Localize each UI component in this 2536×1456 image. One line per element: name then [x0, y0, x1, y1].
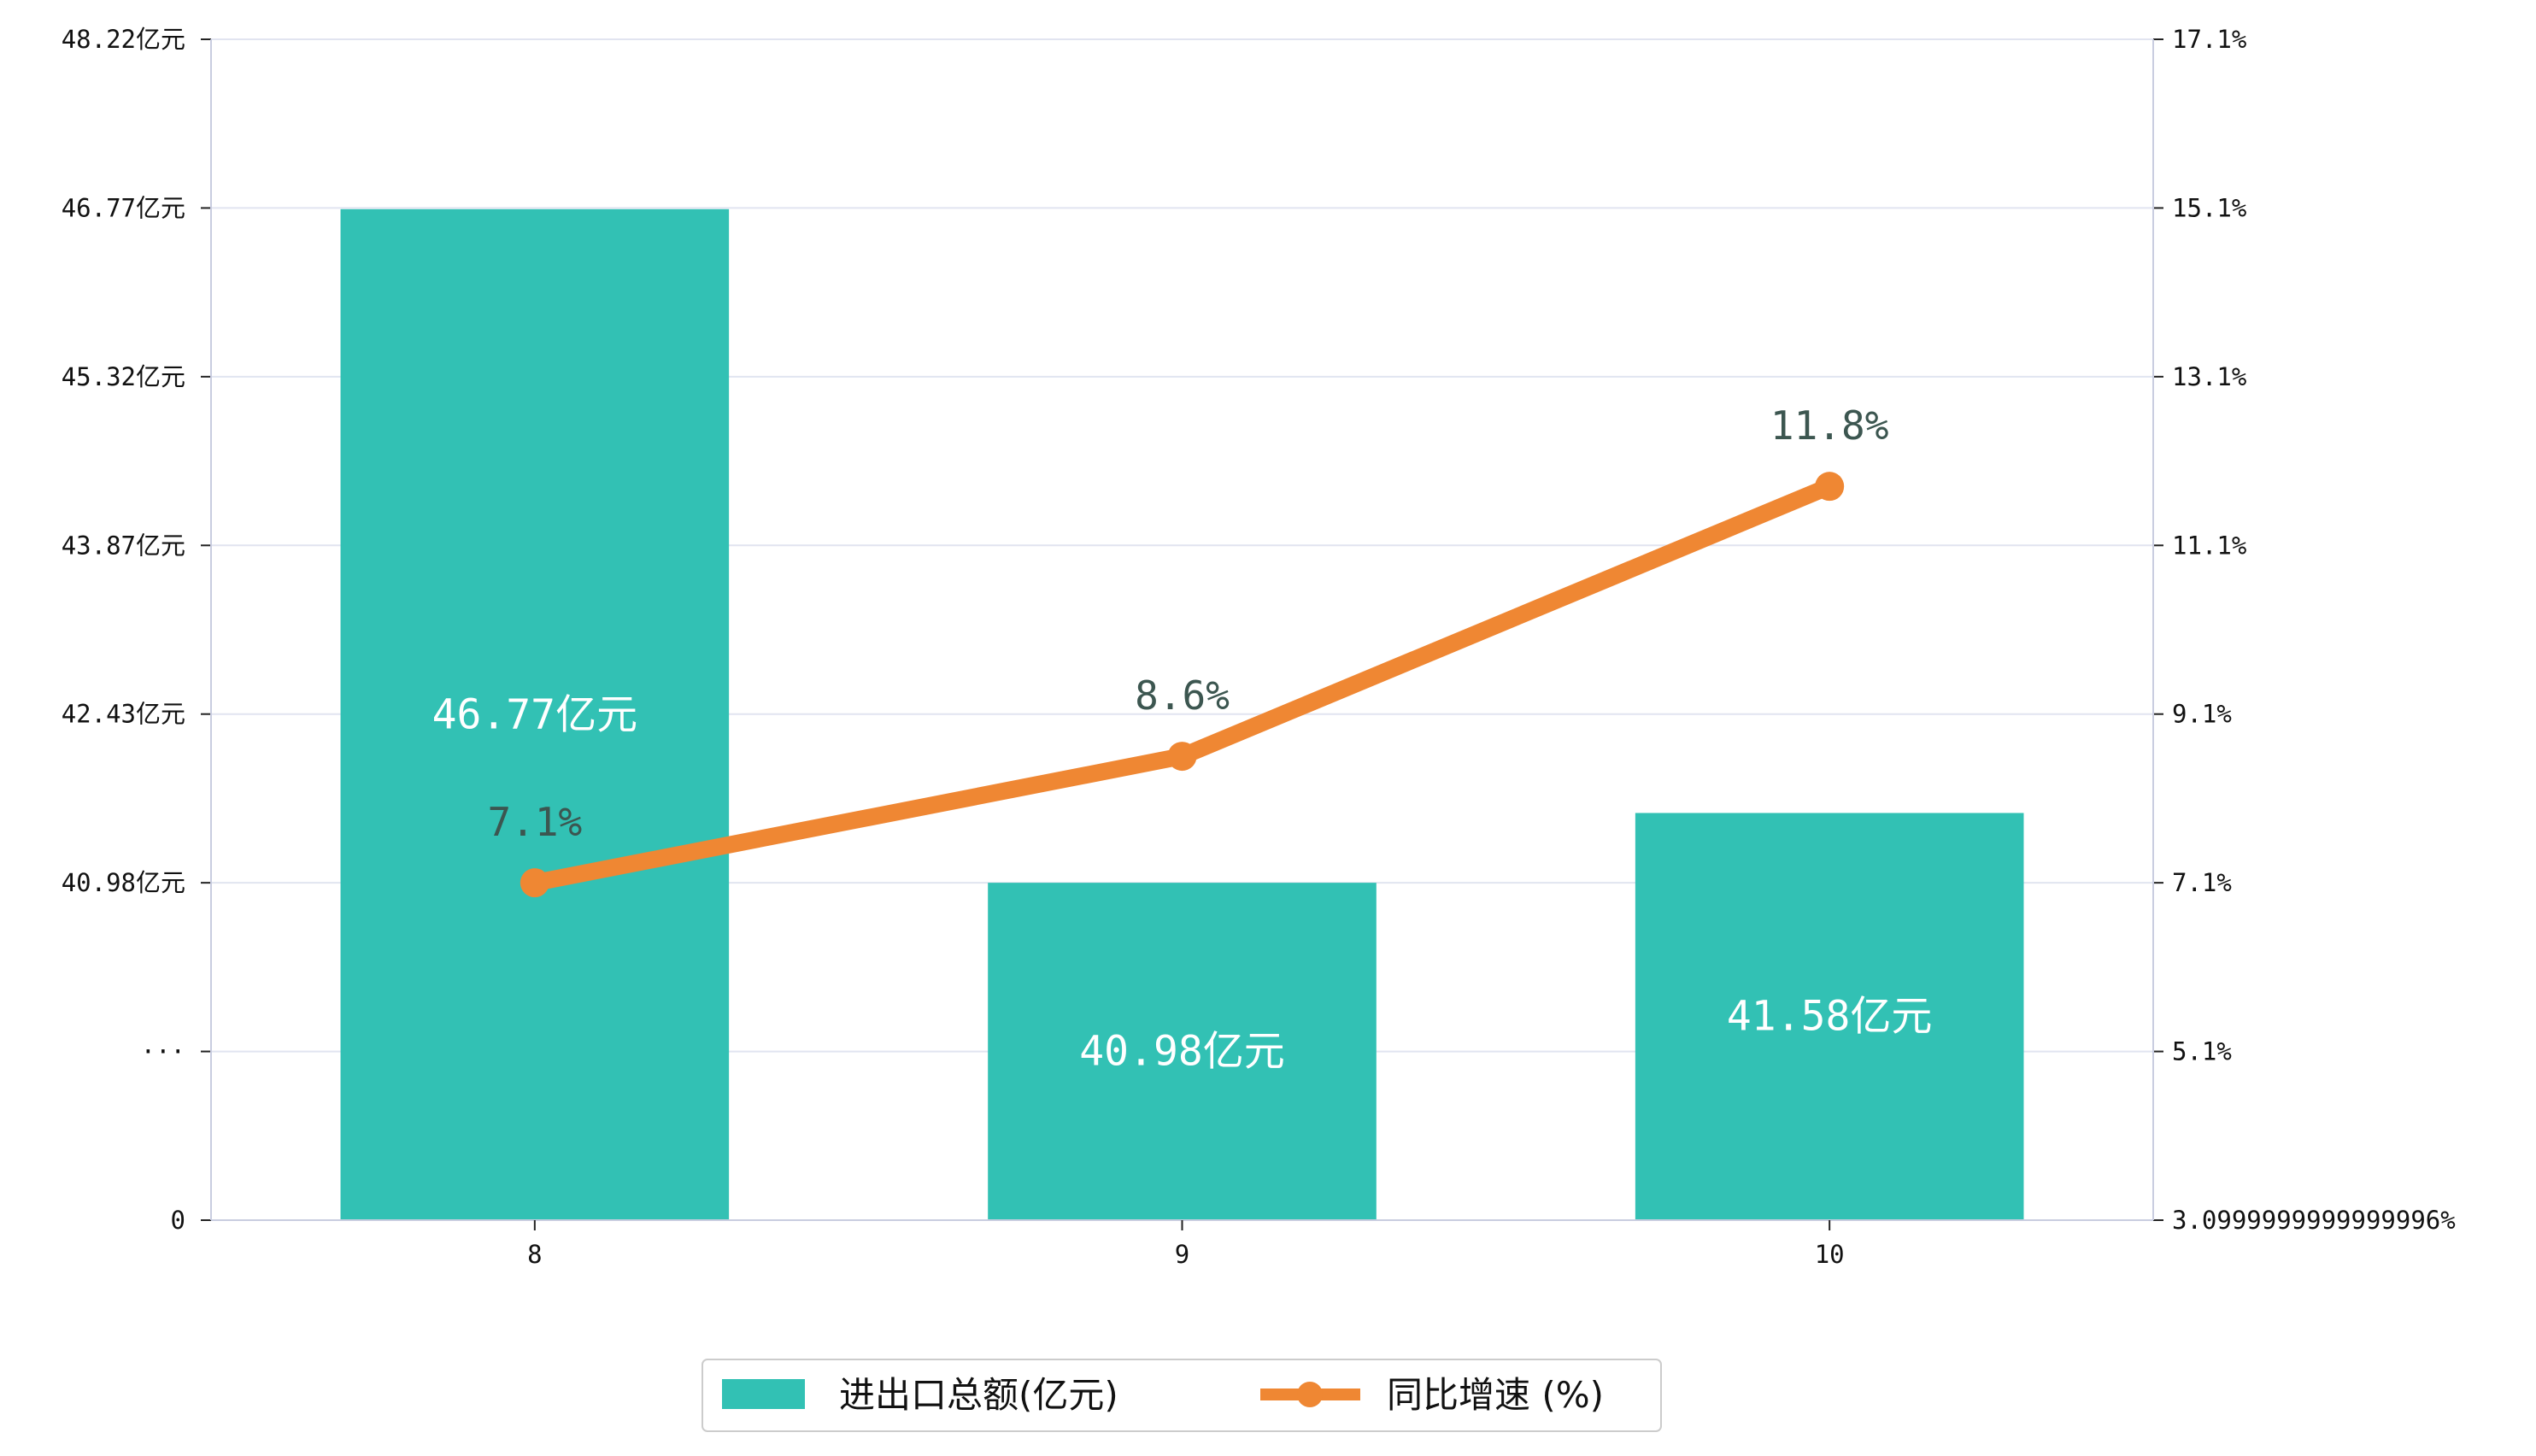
growth-value-label: 11.8%: [1770, 402, 1888, 449]
growth-point: [1815, 472, 1845, 502]
legend-line-marker: [1297, 1382, 1323, 1407]
right-tick-label: 15.1%: [2172, 193, 2246, 222]
left-tick-label: 0: [171, 1206, 185, 1235]
right-tick-label: 3.0999999999999996%: [2172, 1206, 2456, 1235]
left-tick-label: 45.32亿元: [62, 362, 185, 391]
right-tick-label: 11.1%: [2172, 531, 2246, 560]
left-tick-label: 48.22亿元: [62, 25, 185, 54]
right-tick-label: 13.1%: [2172, 362, 2246, 391]
right-tick-label: 9.1%: [2172, 700, 2232, 729]
left-tick-label: 42.43亿元: [62, 700, 185, 729]
legend-box: [702, 1359, 1662, 1432]
growth-line: [520, 472, 1845, 898]
bar-value-label: 40.98亿元: [1079, 1028, 1285, 1076]
data-labels: 46.77亿元 40.98亿元 41.58亿元 7.1% 8.6% 11.8%: [432, 402, 1933, 1075]
growth-point: [1167, 742, 1197, 772]
bar: [1635, 813, 2024, 1220]
legend-bar-label: 进出口总额(亿元): [839, 1374, 1118, 1416]
x-tick-label: 9: [1175, 1240, 1189, 1269]
x-tick-label: 10: [1815, 1240, 1845, 1269]
bar: [340, 208, 730, 1220]
right-tick-label: 5.1%: [2172, 1037, 2232, 1066]
right-tick-label: 17.1%: [2172, 25, 2246, 54]
bar-value-label: 46.77亿元: [432, 690, 638, 738]
right-tick-label: 7.1%: [2172, 868, 2232, 897]
axes: 0 3.0999999999999996% ··· 5.1% 40.98亿元 7.1% 42…: [62, 25, 2456, 1269]
bar-value-label: 41.58亿元: [1727, 993, 1933, 1041]
legend: 进出口总额(亿元) 同比增速 (%): [702, 1359, 1662, 1432]
growth-value-label: 7.1%: [487, 799, 582, 845]
left-tick-label: 43.87亿元: [62, 531, 185, 560]
growth-value-label: 8.6%: [1135, 672, 1230, 719]
growth-point: [520, 868, 549, 898]
legend-bar-swatch: [722, 1379, 805, 1409]
x-tick-label: 8: [527, 1240, 542, 1269]
legend-line-label: 同比增速 (%): [1387, 1374, 1604, 1416]
left-tick-label: ···: [141, 1037, 185, 1066]
bars: [340, 208, 2024, 1220]
left-tick-label: 46.77亿元: [62, 193, 185, 222]
left-tick-label: 40.98亿元: [62, 868, 185, 897]
bar: [988, 883, 1377, 1220]
